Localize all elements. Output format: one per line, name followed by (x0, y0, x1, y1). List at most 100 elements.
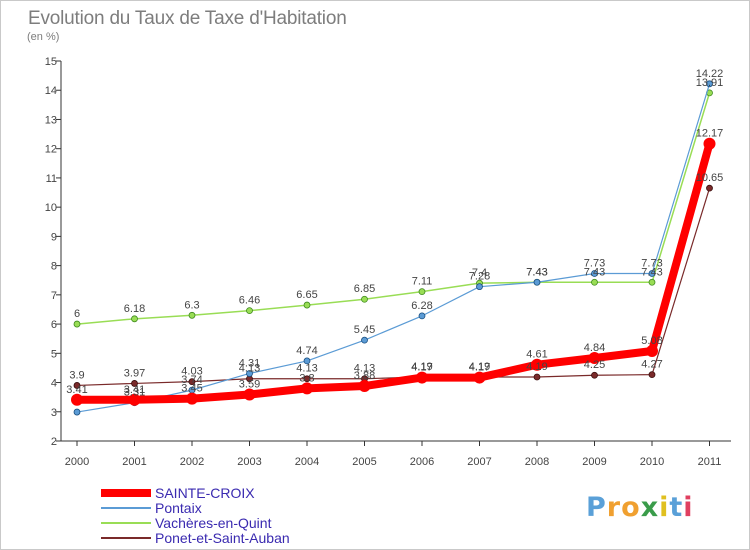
data-label-sainte-croix: 4.84 (584, 342, 605, 354)
logo-letter: r (606, 492, 622, 523)
data-labels-layer: 3.41 3.41 3.45 3.59 3.8 3.88 4.17 4.17 4.61 4.84 5… (66, 68, 723, 399)
data-point-vach-res-en-quint (246, 307, 253, 315)
data-point-sainte-croix (128, 393, 141, 406)
logo-letter: o (621, 492, 641, 523)
y-tick-label: 6 (51, 319, 57, 331)
data-point-vach-res-en-quint (591, 278, 598, 286)
x-tick-label: 2010 (640, 456, 664, 468)
data-label-ponet-et-saint-auban: 4.13 (239, 363, 260, 375)
data-point-ponet-et-saint-auban (706, 184, 713, 192)
legend-label: Ponet-et-Saint-Auban (155, 530, 290, 546)
y-tick-label: 3 (51, 407, 57, 419)
data-label-sainte-croix: 4.17 (411, 362, 432, 374)
data-label-ponet-et-saint-auban: 4.27 (641, 359, 662, 371)
legend-swatch (101, 522, 151, 524)
data-point-sainte-croix (71, 393, 83, 406)
data-point-pontaix (706, 80, 713, 88)
data-label-pontaix: 5.45 (354, 324, 375, 336)
y-tick-label: 14 (45, 85, 57, 97)
x-tick-label: 2004 (295, 456, 319, 468)
data-point-vach-res-en-quint (131, 315, 138, 323)
x-tick-label: 2008 (525, 456, 549, 468)
x-tick-label: 2002 (180, 456, 204, 468)
series-layer (71, 80, 716, 416)
data-point-pontaix (246, 370, 253, 377)
y-tick-label: 4 (51, 378, 57, 390)
data-label-ponet-et-saint-auban: 10.65 (696, 172, 724, 184)
chart-title: Evolution du Taux de Taxe d'Habitation (28, 8, 347, 29)
data-label-ponet-et-saint-auban: 3.97 (124, 367, 145, 379)
data-point-ponet-et-saint-auban (303, 375, 311, 383)
logo-letter: i (659, 492, 670, 523)
data-label-sainte-croix: 3.41 (66, 384, 87, 396)
data-point-pontaix (648, 270, 656, 277)
data-label-sainte-croix: 12.17 (696, 128, 724, 140)
data-label-pontaix: 3.74 (181, 374, 202, 386)
y-tick-label: 11 (46, 173, 57, 185)
legend-item-ponet-et-saint-auban: Ponet-et-Saint-Auban (101, 530, 341, 546)
data-label-ponet-et-saint-auban: 4.13 (296, 363, 317, 375)
logo-letter: t (669, 492, 684, 523)
data-point-vach-res-en-quint (188, 311, 196, 319)
data-label-pontaix: 4.31 (239, 357, 260, 369)
data-point-sainte-croix (186, 392, 198, 405)
data-label-ponet-et-saint-auban: 4.13 (354, 363, 375, 375)
y-tick-label: 12 (45, 144, 57, 156)
data-label-sainte-croix: 3.45 (181, 383, 202, 395)
data-label-pontaix: 7.73 (584, 258, 605, 270)
y-tick-label: 5 (51, 348, 57, 360)
data-point-ponet-et-saint-auban (648, 371, 656, 379)
data-point-vach-res-en-quint (418, 288, 426, 296)
data-label-vach-res-en-quint: 6 (74, 308, 80, 320)
legend: SAINTE-CROIX Pontaix Vachères-en-Quint Pone… (101, 485, 341, 546)
data-label-vach-res-en-quint: 6.65 (296, 289, 317, 301)
legend-swatch (101, 537, 151, 539)
data-point-sainte-croix (243, 388, 256, 401)
data-point-pontaix (73, 408, 81, 416)
x-tick-label: 2009 (582, 456, 606, 468)
data-label-vach-res-en-quint: 7.11 (412, 276, 433, 288)
proxiti-logo: Proxiti (586, 492, 694, 523)
data-point-ponet-et-saint-auban (533, 373, 541, 381)
data-point-sainte-croix (473, 371, 486, 384)
data-point-pontaix (476, 283, 483, 291)
data-point-vach-res-en-quint (648, 278, 656, 286)
data-label-ponet-et-saint-auban: 4.19 (526, 361, 547, 373)
data-label-vach-res-en-quint: 7.43 (526, 266, 547, 278)
legend-swatch (101, 507, 151, 509)
data-label-sainte-croix: 4.61 (526, 349, 547, 361)
x-tick-label: 2006 (410, 456, 434, 468)
data-label-ponet-et-saint-auban: 4.03 (181, 366, 202, 378)
data-label-sainte-croix: 3.59 (239, 379, 260, 391)
data-label-pontaix: 3.31 (124, 387, 145, 399)
logo-letter: i (683, 492, 694, 523)
data-label-pontaix: 7.73 (641, 258, 662, 270)
data-label-vach-res-en-quint: 7.43 (584, 266, 605, 278)
data-label-vach-res-en-quint: 13.91 (696, 77, 724, 89)
x-tick-label: 2005 (352, 456, 376, 468)
data-point-ponet-et-saint-auban (188, 378, 196, 386)
data-label-pontaix: 7.43 (526, 266, 547, 278)
logo-letter: x (640, 492, 660, 523)
data-point-sainte-croix (703, 137, 716, 150)
legend-swatch (101, 489, 151, 497)
data-point-sainte-croix (646, 344, 658, 357)
data-point-ponet-et-saint-auban (591, 371, 598, 379)
legend-item-sainte-croix: SAINTE-CROIX (101, 485, 341, 501)
legend-label: Pontaix (155, 500, 202, 516)
data-label-vach-res-en-quint: 6.18 (124, 303, 145, 315)
x-tick-label: 2001 (122, 456, 146, 468)
x-tick-label: 2000 (65, 456, 89, 468)
data-label-sainte-croix: 3.88 (354, 370, 375, 382)
data-label-vach-res-en-quint: 7.4 (472, 267, 487, 279)
y-tick-label: 7 (51, 290, 57, 302)
chart-unit-label: (en %) (27, 31, 60, 43)
legend-label: SAINTE-CROIX (155, 485, 255, 501)
series-line-vach-res-en-quint (76, 92, 711, 325)
data-point-pontaix (361, 336, 368, 344)
data-label-vach-res-en-quint: 6.3 (184, 299, 199, 311)
data-point-sainte-croix (358, 380, 371, 393)
data-point-vach-res-en-quint (361, 295, 368, 303)
data-label-sainte-croix: 5.08 (641, 335, 662, 347)
